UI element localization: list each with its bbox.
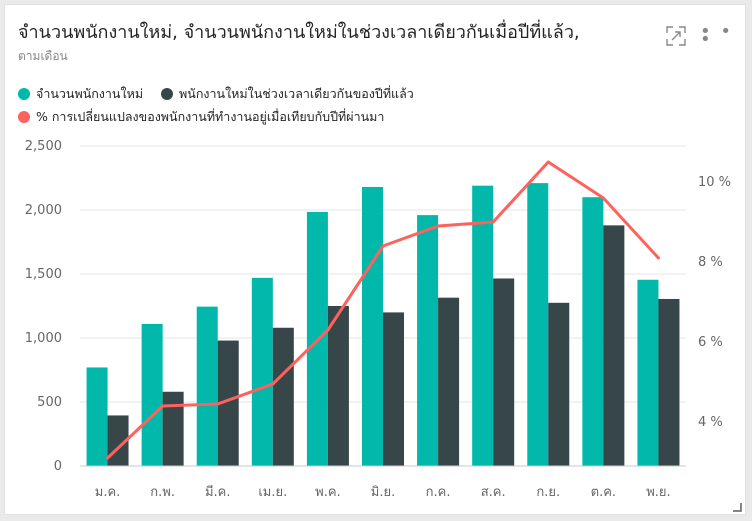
- bar-new-hires: [582, 197, 604, 466]
- line-point: [326, 328, 330, 332]
- line-point: [161, 404, 165, 408]
- line-point: [106, 456, 110, 460]
- bar-new-hires: [86, 367, 108, 466]
- legend-item-new-hires[interactable]: จำนวนพนักงานใหม่: [18, 84, 143, 104]
- x-tick-label: ก.ค.: [426, 485, 451, 500]
- bar-new-hires-last-year: [272, 327, 294, 466]
- bar-new-hires-last-year: [162, 391, 184, 466]
- legend-item-new-hires-last-year[interactable]: พนักงานใหม่ในช่วงเวลาเดียวกันของปีที่แล้…: [161, 84, 414, 104]
- x-tick-label: พ.ย.: [646, 485, 670, 500]
- bar-new-hires: [141, 323, 163, 466]
- legend-marker: [161, 88, 174, 100]
- x-tick-label: ก.พ.: [150, 485, 175, 500]
- bar-new-hires: [251, 277, 273, 466]
- bar-new-hires-last-year: [438, 297, 460, 466]
- y-right-tick-label: 10 %: [698, 175, 731, 190]
- x-tick-label: พ.ค.: [315, 485, 341, 500]
- bar-new-hires-last-year: [548, 302, 570, 466]
- legend-row-2: % การเปลี่ยนแปลงของพนักงานที่ทำงานอยู่เม…: [18, 107, 398, 127]
- x-tick-label: ม.ค.: [95, 485, 121, 500]
- legend-label: % การเปลี่ยนแปลงของพนักงานที่ทำงานอยู่เม…: [36, 109, 385, 124]
- focus-mode-icon[interactable]: [664, 24, 688, 48]
- legend-item-pct-change[interactable]: % การเปลี่ยนแปลงของพนักงานที่ทำงานอยู่เม…: [18, 107, 384, 127]
- bar-new-hires-last-year: [327, 306, 349, 466]
- bar-new-hires: [637, 279, 659, 466]
- line-point: [491, 220, 495, 224]
- bar-new-hires: [527, 183, 549, 466]
- line-point: [271, 382, 275, 386]
- bar-new-hires-last-year: [217, 340, 239, 466]
- bar-new-hires: [196, 306, 218, 466]
- y-left-tick-label: 1,500: [25, 267, 62, 282]
- line-point: [381, 244, 385, 248]
- legend-row-1: จำนวนพนักงานใหม่ พนักงานใหม่ในช่วงเวลาเด…: [18, 84, 428, 104]
- y-left-tick-label: 2,000: [25, 203, 62, 218]
- line-point: [656, 256, 660, 260]
- line-point: [436, 224, 440, 228]
- chart-title: จำนวนพนักงานใหม่, จำนวนพนักงานใหม่ในช่วง…: [18, 22, 580, 43]
- bar-new-hires-last-year: [493, 278, 515, 466]
- bar-new-hires: [417, 215, 439, 466]
- bar-new-hires-last-year: [383, 312, 404, 466]
- chart-subtitle: ตามเดือน: [18, 49, 68, 63]
- line-point: [216, 402, 220, 406]
- bar-new-hires: [362, 186, 383, 466]
- y-left-tick-label: 2,500: [25, 139, 62, 154]
- resize-handle-icon[interactable]: [732, 502, 742, 512]
- y-right-tick-label: 6 %: [698, 335, 723, 350]
- legend-marker: [18, 111, 30, 123]
- x-tick-label: ก.ย.: [536, 485, 560, 500]
- x-tick-label: มี.ค.: [205, 484, 231, 500]
- x-tick-label: ส.ค.: [481, 485, 506, 500]
- bar-new-hires-last-year: [603, 225, 625, 466]
- y-right-tick-label: 8 %: [698, 255, 723, 270]
- x-tick-label: ต.ค.: [591, 485, 616, 500]
- bar-new-hires-last-year: [658, 298, 680, 466]
- x-tick-label: มิ.ย.: [371, 485, 395, 500]
- y-left-tick-label: 1,000: [25, 331, 62, 346]
- legend-label: จำนวนพนักงานใหม่: [36, 86, 144, 101]
- line-point: [601, 196, 605, 200]
- legend-marker: [18, 88, 30, 100]
- legend-label: พนักงานใหม่ในช่วงเวลาเดียวกันของปีที่แล้…: [179, 86, 414, 101]
- y-right-tick-label: 4 %: [698, 415, 723, 430]
- y-left-tick-label: 500: [37, 395, 62, 410]
- x-tick-label: เม.ย.: [258, 485, 287, 500]
- y-left-tick-label: 0: [54, 459, 62, 474]
- bar-new-hires: [472, 185, 494, 466]
- line-point: [546, 160, 550, 164]
